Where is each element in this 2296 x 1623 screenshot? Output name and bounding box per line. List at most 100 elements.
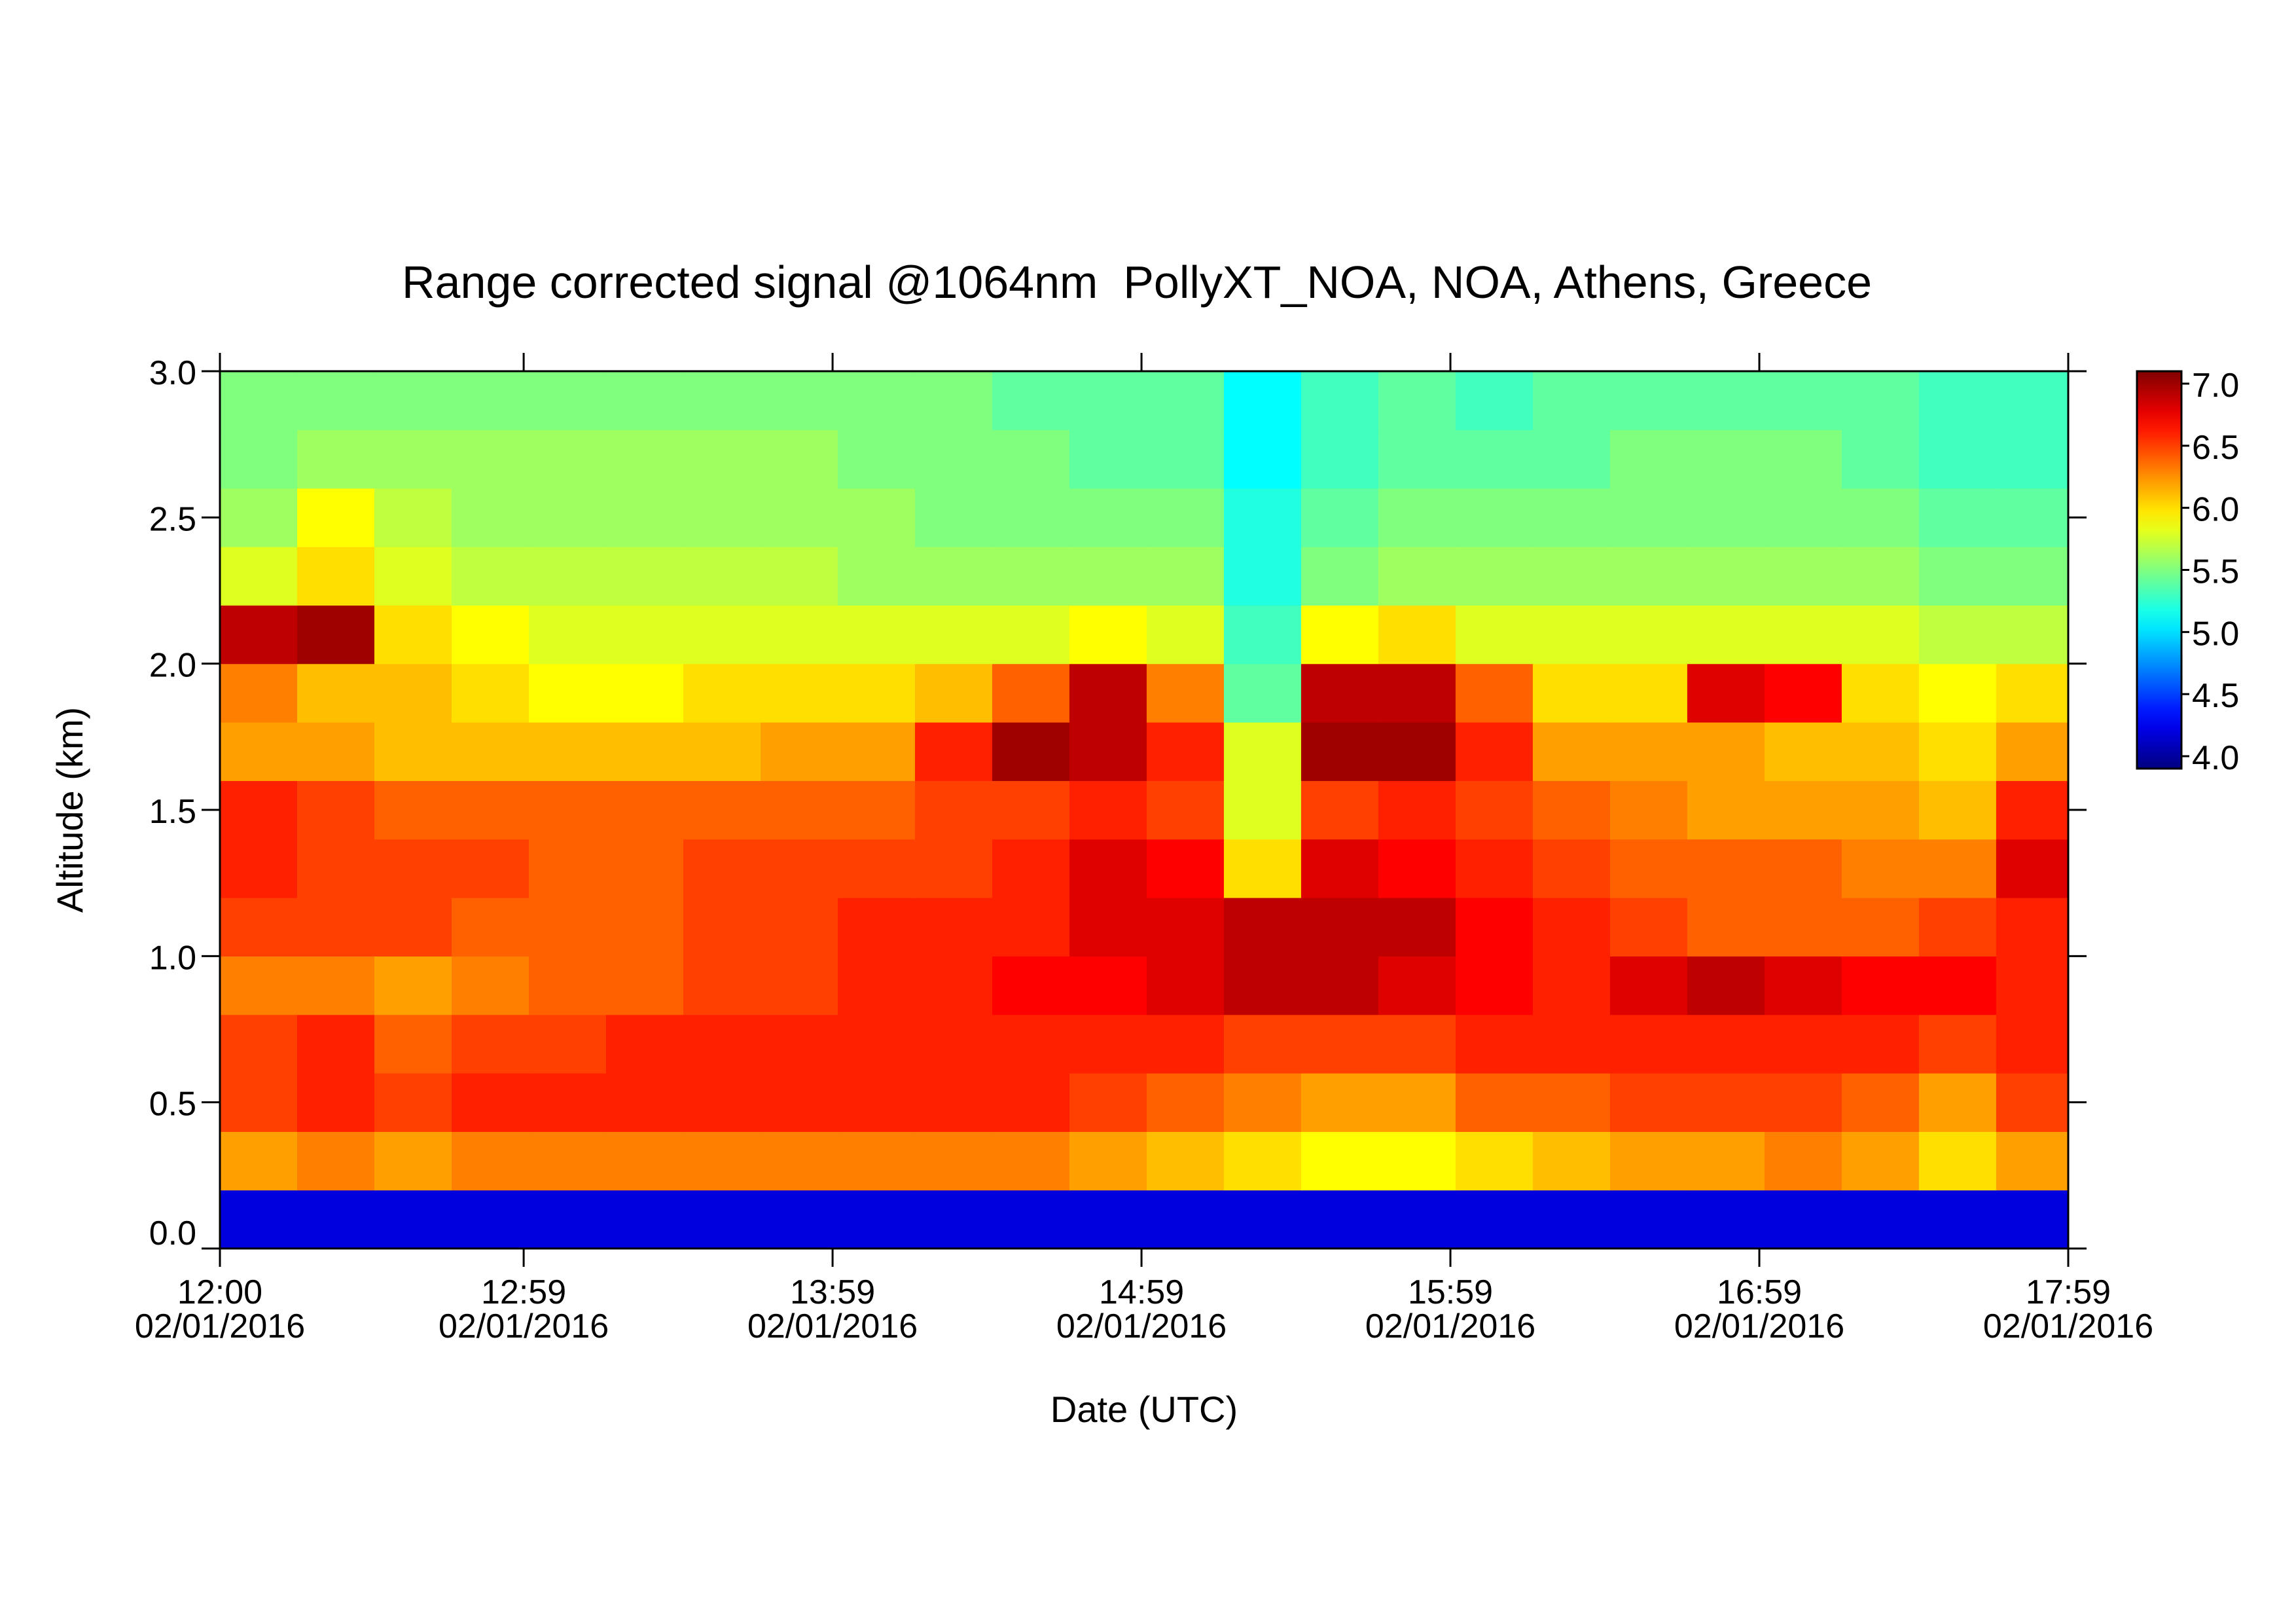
colorbar-tick-label: 5.0 bbox=[2192, 615, 2239, 653]
heatmap-cell bbox=[374, 547, 452, 606]
heatmap-cell bbox=[1687, 1131, 1765, 1191]
heatmap-cell bbox=[992, 488, 1070, 547]
heatmap-cell bbox=[1918, 547, 1997, 606]
heatmap-cell bbox=[914, 956, 993, 1015]
heatmap-cell bbox=[296, 839, 375, 898]
heatmap-cell bbox=[837, 371, 916, 430]
heatmap-cell bbox=[528, 1131, 607, 1191]
y-tick-label: 3.0 bbox=[149, 354, 196, 392]
heatmap-cell bbox=[374, 663, 452, 723]
heatmap-cell bbox=[605, 605, 684, 665]
heatmap-cell bbox=[220, 488, 298, 547]
heatmap-cell bbox=[760, 1073, 838, 1132]
heatmap-cell bbox=[451, 663, 529, 723]
heatmap-cell bbox=[1841, 371, 1920, 430]
heatmap-cell bbox=[1532, 839, 1611, 898]
heatmap-cell bbox=[1918, 1014, 1997, 1074]
heatmap-cell bbox=[528, 839, 607, 898]
heatmap-cell bbox=[992, 605, 1070, 665]
heatmap-cell bbox=[451, 1190, 529, 1249]
heatmap-cell bbox=[220, 605, 298, 665]
heatmap-cell bbox=[1764, 780, 1842, 840]
heatmap-cell bbox=[1996, 722, 2068, 781]
y-tick-label: 1.5 bbox=[149, 793, 196, 831]
heatmap-cell bbox=[1918, 429, 1997, 489]
heatmap-cell bbox=[451, 956, 529, 1015]
heatmap-cell bbox=[837, 605, 916, 665]
heatmap-cell bbox=[1918, 956, 1997, 1015]
heatmap-cell bbox=[760, 1190, 838, 1249]
heatmap-cell bbox=[528, 722, 607, 781]
heatmap-cell bbox=[1918, 1131, 1997, 1191]
heatmap-cell bbox=[528, 898, 607, 957]
heatmap-cell bbox=[220, 1131, 298, 1191]
x-tick-date: 02/01/2016 bbox=[1365, 1307, 1535, 1345]
colorbar-tick-label: 6.5 bbox=[2192, 429, 2239, 467]
heatmap-cell bbox=[914, 371, 993, 430]
heatmap-cell bbox=[374, 605, 452, 665]
heatmap-cell bbox=[605, 780, 684, 840]
heatmap-cell bbox=[1300, 547, 1379, 606]
heatmap-cell bbox=[1378, 956, 1456, 1015]
x-tick-date: 02/01/2016 bbox=[1674, 1307, 1844, 1345]
heatmap-cell bbox=[683, 488, 761, 547]
heatmap-cell bbox=[1687, 429, 1765, 489]
heatmap-cell bbox=[1300, 1131, 1379, 1191]
heatmap-cell bbox=[1455, 429, 1534, 489]
heatmap-cell bbox=[220, 839, 298, 898]
heatmap-cell bbox=[1223, 1073, 1302, 1132]
heatmap-cell bbox=[1996, 898, 2068, 957]
heatmap-cell bbox=[1764, 898, 1842, 957]
heatmap-cell bbox=[760, 429, 838, 489]
heatmap-cell bbox=[528, 663, 607, 723]
heatmap-cell bbox=[1841, 839, 1920, 898]
heatmap-cell bbox=[760, 722, 838, 781]
heatmap-cell bbox=[1455, 547, 1534, 606]
heatmap-cell bbox=[528, 371, 607, 430]
heatmap-cell bbox=[1146, 722, 1225, 781]
heatmap-cell bbox=[1069, 1190, 1147, 1249]
heatmap-cell bbox=[528, 547, 607, 606]
heatmap-cell bbox=[220, 429, 298, 489]
heatmap-cell bbox=[1455, 1014, 1534, 1074]
heatmap-cell bbox=[992, 371, 1070, 430]
heatmap-cell bbox=[760, 1131, 838, 1191]
heatmap-cell bbox=[914, 547, 993, 606]
heatmap-cell bbox=[683, 898, 761, 957]
heatmap-cell bbox=[1069, 1131, 1147, 1191]
heatmap-cell bbox=[683, 605, 761, 665]
heatmap-cell bbox=[914, 722, 993, 781]
heatmap-cell bbox=[528, 780, 607, 840]
heatmap-cell bbox=[220, 898, 298, 957]
heatmap-cell bbox=[1687, 547, 1765, 606]
heatmap-cell bbox=[760, 488, 838, 547]
heatmap-cell bbox=[1609, 956, 1688, 1015]
heatmap-cell bbox=[374, 898, 452, 957]
heatmap-cell bbox=[1223, 898, 1302, 957]
heatmap-cell bbox=[1300, 1190, 1379, 1249]
heatmap-cell bbox=[1223, 663, 1302, 723]
heatmap-cell bbox=[837, 1014, 916, 1074]
heatmap-cell bbox=[1609, 1073, 1688, 1132]
heatmap-cell bbox=[683, 1131, 761, 1191]
heatmap-cell bbox=[683, 1190, 761, 1249]
heatmap-cell bbox=[1764, 547, 1842, 606]
heatmap-cell bbox=[1609, 1014, 1688, 1074]
heatmap-cell bbox=[683, 1014, 761, 1074]
heatmap-cell bbox=[374, 371, 452, 430]
heatmap-cell bbox=[1841, 663, 1920, 723]
x-tick-label: 13:59 bbox=[790, 1273, 875, 1311]
heatmap-cell bbox=[220, 1014, 298, 1074]
heatmap-cell bbox=[1764, 663, 1842, 723]
heatmap-cell bbox=[1378, 605, 1456, 665]
heatmap-cell bbox=[1609, 605, 1688, 665]
heatmap-cell bbox=[296, 371, 375, 430]
heatmap-cell bbox=[296, 1131, 375, 1191]
heatmap-cell bbox=[1996, 1073, 2068, 1132]
heatmap-cell bbox=[837, 429, 916, 489]
heatmap-cell bbox=[992, 956, 1070, 1015]
heatmap-cell bbox=[1918, 722, 1997, 781]
heatmap-cell bbox=[683, 1073, 761, 1132]
heatmap-cell bbox=[528, 1190, 607, 1249]
